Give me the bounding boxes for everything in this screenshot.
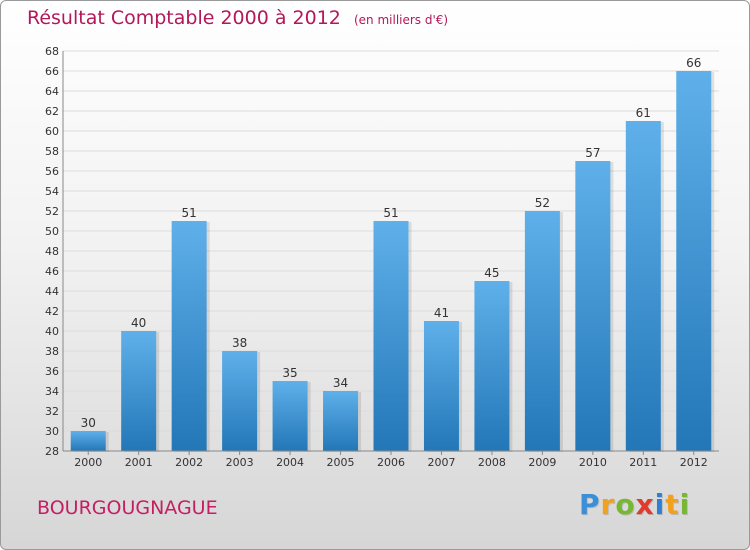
proxiti-logo: Proxiti <box>579 488 690 521</box>
bar-value-label: 61 <box>636 106 651 120</box>
bar <box>373 221 409 451</box>
bar <box>625 121 661 451</box>
bar-value-label: 52 <box>535 196 550 210</box>
y-tick-label: 44 <box>45 285 59 298</box>
y-tick-label: 58 <box>45 145 59 158</box>
bar-value-label: 40 <box>131 316 146 330</box>
y-tick-label: 52 <box>45 205 59 218</box>
x-tick-label: 2000 <box>74 456 102 469</box>
bar <box>575 161 611 451</box>
chart-title-main: Résultat Comptable 2000 à 2012 <box>27 7 341 29</box>
y-tick-label: 28 <box>45 445 59 458</box>
x-tick-label: 2002 <box>175 456 203 469</box>
y-tick-label: 66 <box>45 65 59 78</box>
x-tick-label: 2001 <box>125 456 153 469</box>
bar-value-label: 51 <box>182 206 197 220</box>
bar <box>323 391 359 451</box>
bars: 30 40 51 38 35 34 51 41 45 52 57 61 66 <box>70 56 715 452</box>
y-tick-label: 50 <box>45 225 59 238</box>
logo-letter: r <box>600 488 616 521</box>
logo-letter: P <box>579 488 601 521</box>
logo-letter: x <box>635 488 655 521</box>
bar <box>272 381 308 451</box>
bar <box>222 351 258 451</box>
x-tick-label: 2003 <box>226 456 254 469</box>
x-tick-label: 2012 <box>680 456 708 469</box>
y-tick-label: 32 <box>45 405 59 418</box>
bar <box>121 331 157 451</box>
logo-letter: t <box>665 488 680 521</box>
bar-value-label: 35 <box>282 366 297 380</box>
y-tick-label: 64 <box>45 85 59 98</box>
x-tick-label: 2010 <box>579 456 607 469</box>
bar <box>676 71 712 451</box>
axes: 28 30 32 34 36 38 40 42 44 46 48 50 52 54 56 58 60 62 64 66… <box>45 45 719 469</box>
bar-value-label: 45 <box>484 266 499 280</box>
y-tick-label: 36 <box>45 365 59 378</box>
bar-value-label: 51 <box>383 206 398 220</box>
bar <box>524 211 560 451</box>
bar <box>474 281 510 451</box>
chart-title: Résultat Comptable 2000 à 2012 (en milli… <box>27 7 448 29</box>
y-tick-label: 54 <box>45 185 59 198</box>
y-tick-label: 48 <box>45 245 59 258</box>
y-tick-label: 40 <box>45 325 59 338</box>
place-name: BOURGOUGNAGUE <box>37 497 218 519</box>
x-tick-label: 2006 <box>377 456 405 469</box>
y-tick-label: 46 <box>45 265 59 278</box>
y-tick-label: 62 <box>45 105 59 118</box>
bar-value-label: 34 <box>333 376 348 390</box>
logo-letter: i <box>654 488 666 521</box>
y-tick-label: 42 <box>45 305 59 318</box>
x-tick-label: 2005 <box>327 456 355 469</box>
y-tick-label: 30 <box>45 425 59 438</box>
bar-value-label: 30 <box>81 416 96 430</box>
x-tick-label: 2007 <box>427 456 455 469</box>
y-tick-label: 34 <box>45 385 59 398</box>
x-tick-label: 2009 <box>528 456 556 469</box>
bar <box>171 221 207 451</box>
bar-value-label: 41 <box>434 306 449 320</box>
chart-title-unit: (en milliers d'€) <box>353 13 449 27</box>
bar <box>423 321 459 451</box>
x-tick-label: 2011 <box>629 456 657 469</box>
y-tick-label: 56 <box>45 165 59 178</box>
logo-letter: i <box>679 488 691 521</box>
bar <box>70 431 106 451</box>
y-tick-label: 38 <box>45 345 59 358</box>
bar-value-label: 66 <box>686 56 701 70</box>
y-tick-label: 60 <box>45 125 59 138</box>
x-tick-label: 2004 <box>276 456 304 469</box>
logo-letter: o <box>615 488 636 521</box>
x-tick-label: 2008 <box>478 456 506 469</box>
y-tick-label: 68 <box>45 45 59 58</box>
bar-value-label: 38 <box>232 336 247 350</box>
bar-value-label: 57 <box>585 146 600 160</box>
